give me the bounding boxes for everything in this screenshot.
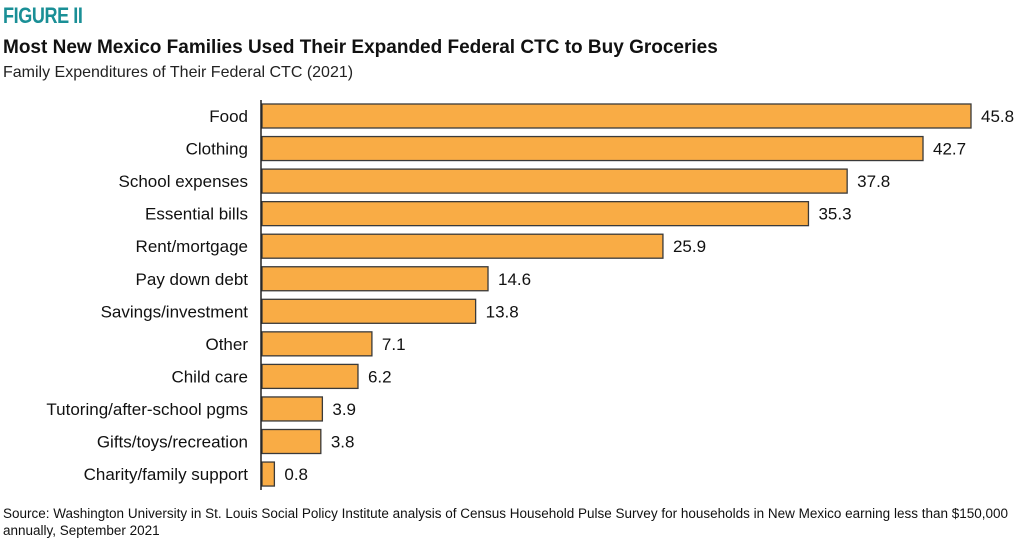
chart-title: Most New Mexico Families Used Their Expa… — [3, 37, 718, 58]
category-label: Clothing — [186, 140, 248, 159]
category-label: Savings/investment — [101, 302, 249, 321]
value-label: 3.8 — [331, 433, 355, 452]
category-label: Child care — [171, 367, 248, 386]
bar — [261, 103, 972, 129]
chart-subtitle: Family Expenditures of Their Federal CTC… — [3, 64, 354, 81]
value-label: 3.9 — [332, 400, 356, 419]
bar — [261, 461, 276, 487]
category-label: School expenses — [119, 172, 248, 191]
bar — [261, 396, 324, 422]
value-label: 42.7 — [933, 140, 966, 159]
value-label: 0.8 — [284, 465, 308, 484]
bar — [261, 200, 810, 227]
value-label: 13.8 — [486, 302, 519, 321]
category-labels: Food Clothing School expenses Essential bil… — [46, 107, 248, 484]
value-label: 35.3 — [818, 205, 851, 224]
category-label: Rent/mortgage — [136, 237, 248, 256]
bar — [261, 298, 477, 324]
value-label: 37.8 — [857, 172, 890, 191]
value-label: 6.2 — [368, 367, 392, 386]
value-label: 14.6 — [498, 270, 531, 289]
category-label: Tutoring/after-school pgms — [46, 400, 248, 419]
category-label: Gifts/toys/recreation — [97, 433, 248, 452]
bars-group — [261, 103, 972, 487]
bar — [261, 266, 489, 292]
category-label: Pay down debt — [136, 270, 249, 289]
figure-label: FIGURE II — [3, 3, 83, 28]
category-label: Food — [209, 107, 248, 126]
bar — [261, 363, 359, 390]
bar — [261, 135, 924, 162]
bar — [261, 331, 373, 357]
bar — [261, 168, 848, 194]
bar — [261, 233, 664, 259]
value-labels: 45.8 42.7 37.8 35.3 25.9 14.6 13.8 7.1 6.2 3.9 3.8… — [284, 107, 1014, 484]
value-label: 7.1 — [382, 335, 406, 354]
category-label: Other — [205, 335, 248, 354]
bar — [261, 428, 322, 455]
value-label: 45.8 — [981, 107, 1014, 126]
category-label: Charity/family support — [84, 465, 249, 484]
value-label: 25.9 — [673, 237, 706, 256]
category-label: Essential bills — [145, 205, 248, 224]
source-note: Source: Washington University in St. Lou… — [3, 506, 1009, 538]
